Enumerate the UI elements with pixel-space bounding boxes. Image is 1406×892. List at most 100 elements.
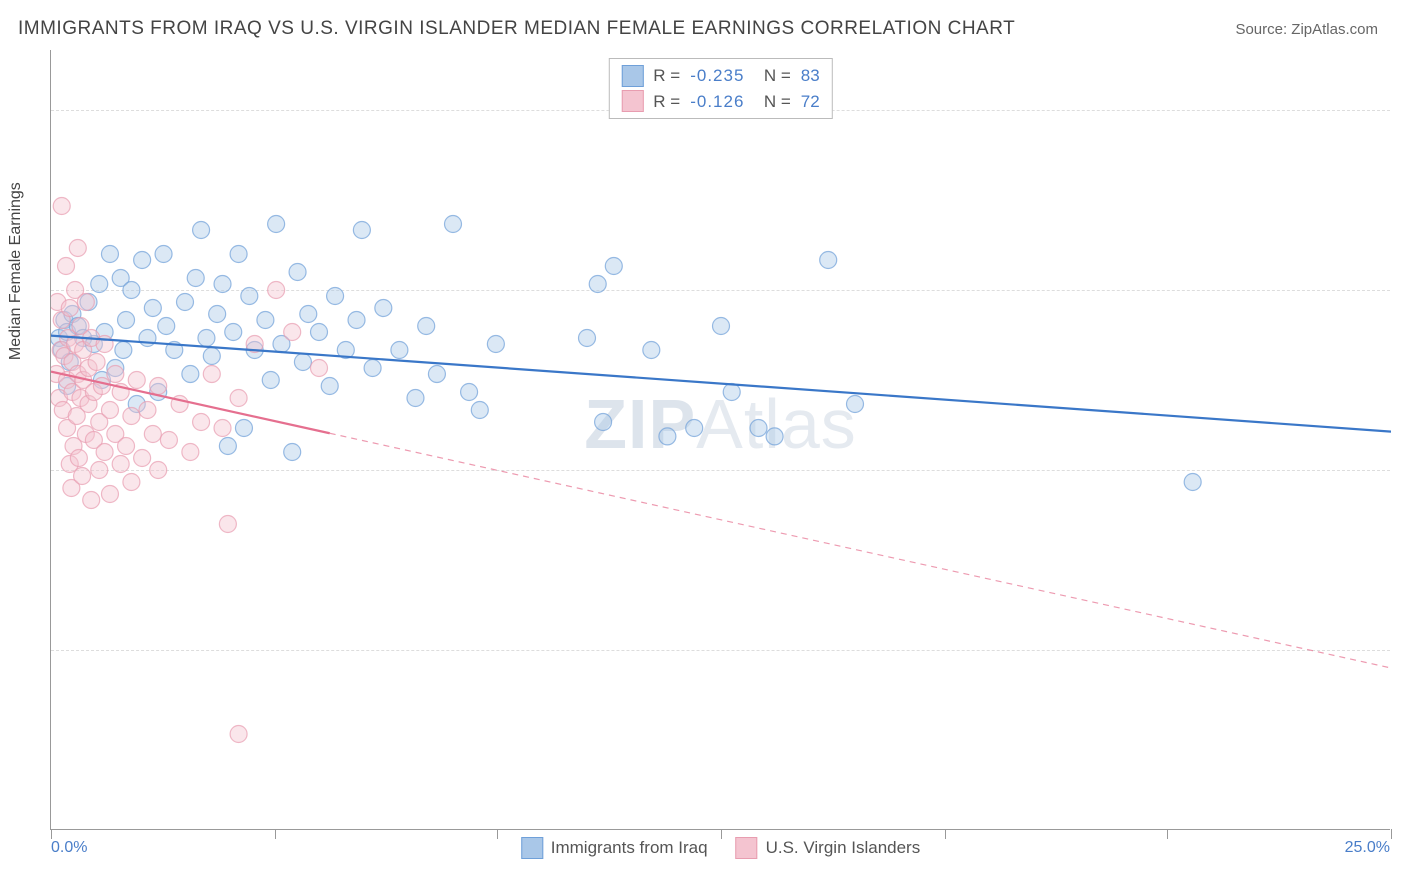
chart-title: IMMIGRANTS FROM IRAQ VS U.S. VIRGIN ISLA… [18,18,1015,40]
data-point [187,270,204,287]
data-point [311,360,328,377]
data-point [198,330,215,347]
data-point [589,276,606,293]
data-point [158,318,175,335]
data-point [193,414,210,431]
x-tick [51,829,52,839]
data-point [230,390,247,407]
trend-line [51,336,1391,432]
n-value-iraq: 83 [801,63,820,89]
data-point [289,264,306,281]
chart-area: ZIPAtlas Median Female Earnings $15,000$… [50,50,1390,830]
data-point [134,450,151,467]
series-swatch-usvi [621,90,643,112]
data-point [723,384,740,401]
data-point [353,222,370,239]
data-point [123,474,140,491]
data-point [118,312,135,329]
stats-row: R = -0.126 N = 72 [621,89,819,115]
data-point [61,300,78,317]
data-point [321,378,338,395]
data-point [88,354,105,371]
data-point [214,420,231,437]
data-point [1184,474,1201,491]
data-point [69,240,86,257]
data-point [257,312,274,329]
data-point [391,342,408,359]
data-point [96,444,113,461]
data-point [820,252,837,269]
data-point [418,318,435,335]
data-point [348,312,365,329]
data-point [182,444,199,461]
stats-legend: R = -0.235 N = 83 R = -0.126 N = 72 [608,58,832,119]
data-point [461,384,478,401]
data-point [58,258,75,275]
data-point [659,428,676,445]
data-point [107,366,124,383]
data-point [327,288,344,305]
stats-row: R = -0.235 N = 83 [621,63,819,89]
legend-label-iraq: Immigrants from Iraq [551,838,708,858]
data-point [101,402,118,419]
data-point [214,276,231,293]
data-point [123,282,140,299]
y-axis-label: Median Female Earnings [7,182,25,360]
legend-swatch-usvi [736,837,758,859]
data-point [225,324,242,341]
data-point [294,354,311,371]
data-point [77,294,94,311]
data-point [155,246,172,263]
source-label: Source: ZipAtlas.com [1235,21,1378,38]
x-max-label: 25.0% [1345,839,1390,857]
bottom-legend: Immigrants from Iraq U.S. Virgin Islande… [521,837,920,859]
data-point [230,246,247,263]
data-point [487,336,504,353]
data-point [53,198,70,215]
x-tick [1391,829,1392,839]
data-point [93,378,110,395]
data-point [70,450,87,467]
data-point [713,318,730,335]
scatter-plot [51,50,1391,830]
data-point [284,444,301,461]
data-point [595,414,612,431]
data-point [219,516,236,533]
data-point [284,324,301,341]
data-point [115,342,132,359]
legend-item-usvi: U.S. Virgin Islanders [736,837,921,859]
data-point [262,372,279,389]
data-point [235,420,252,437]
data-point [643,342,660,359]
data-point [112,456,129,473]
data-point [123,408,140,425]
x-tick [497,829,498,839]
r-value-iraq: -0.235 [690,63,744,89]
data-point [686,420,703,437]
data-point [364,360,381,377]
data-point [118,438,135,455]
x-min-label: 0.0% [51,839,87,857]
data-point [407,390,424,407]
data-point [74,468,91,485]
r-value-usvi: -0.126 [690,89,744,115]
data-point [177,294,194,311]
data-point [150,462,167,479]
data-point [375,300,392,317]
data-point [128,372,145,389]
data-point [268,282,285,299]
data-point [268,216,285,233]
data-point [311,324,328,341]
x-tick [1167,829,1168,839]
data-point [144,300,161,317]
data-point [750,420,767,437]
trend-line-extrapolated [330,433,1391,668]
data-point [209,306,226,323]
data-point [144,426,161,443]
data-point [847,396,864,413]
data-point [160,432,177,449]
data-point [300,306,317,323]
data-point [579,330,596,347]
data-point [193,222,210,239]
data-point [101,246,118,263]
